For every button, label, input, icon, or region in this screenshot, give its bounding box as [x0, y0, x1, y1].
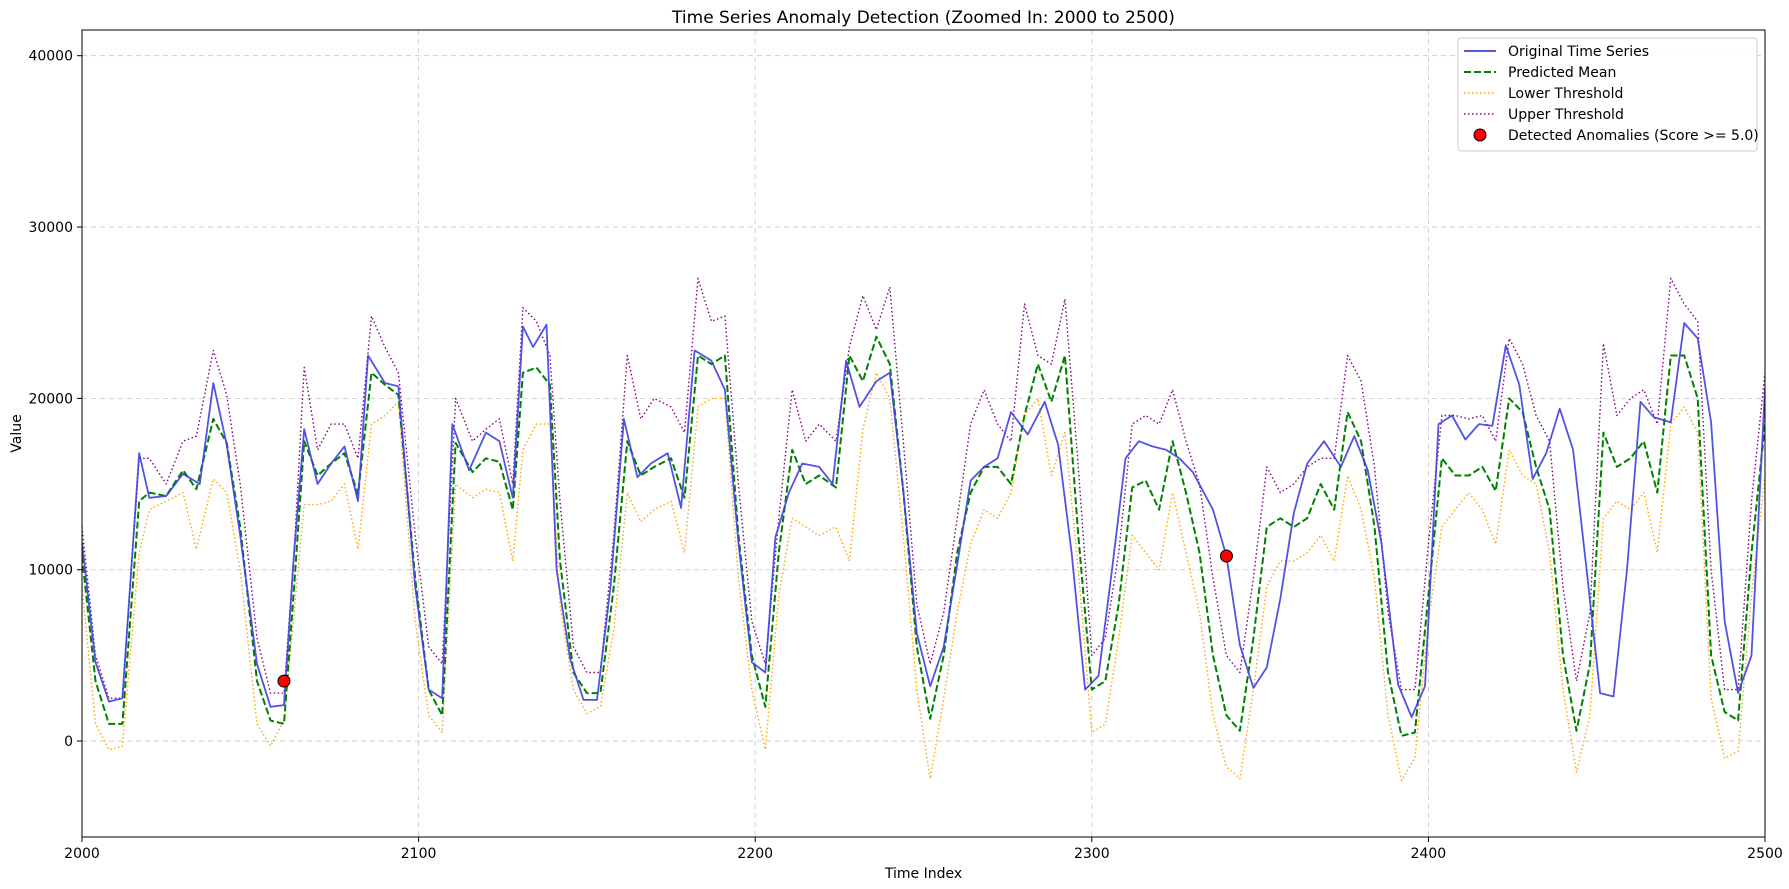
anomaly-layer: [277, 549, 1233, 688]
legend-label: Predicted Mean: [1508, 65, 1616, 81]
y-axis-label: Value: [9, 414, 25, 452]
chart-title: Time Series Anomaly Detection (Zoomed In…: [671, 8, 1175, 28]
y-tick-label: 40000: [28, 49, 73, 65]
series-layer: [82, 277, 1765, 782]
x-tick-label: 2000: [64, 846, 100, 862]
legend-label: Lower Threshold: [1508, 86, 1623, 102]
series-line-0: [82, 322, 1765, 718]
plot-frame: [81, 29, 1766, 838]
legend-label: Detected Anomalies (Score >= 5.0): [1508, 128, 1759, 144]
series-line-3: [82, 277, 1765, 699]
x-tick-label: 2200: [737, 846, 773, 862]
x-tick-label: 2300: [1074, 846, 1110, 862]
x-axis-label: Time Index: [884, 866, 962, 882]
series-line-1: [82, 335, 1765, 737]
y-tick-label: 10000: [28, 563, 73, 579]
legend-label: Upper Threshold: [1508, 107, 1624, 123]
y-tick-label: 20000: [28, 391, 73, 407]
legend-label: Original Time Series: [1508, 44, 1649, 60]
x-tick-label: 2400: [1411, 846, 1447, 862]
anomaly-point: [277, 674, 291, 688]
ticks: 2000 2100 2200 2300 2400 2500 0 10000 20000 30000…: [28, 49, 1782, 862]
x-tick-label: 2500: [1747, 846, 1783, 862]
x-tick-label: 2100: [401, 846, 437, 862]
anomaly-point: [1219, 549, 1233, 563]
y-tick-label: 0: [64, 734, 73, 750]
legend: Original Time Series Predicted Mean Lower …: [1457, 37, 1759, 152]
grid: [81, 30, 1766, 837]
legend-swatch: [1473, 128, 1487, 142]
y-tick-label: 30000: [28, 220, 73, 236]
legend-box: [1457, 37, 1758, 152]
